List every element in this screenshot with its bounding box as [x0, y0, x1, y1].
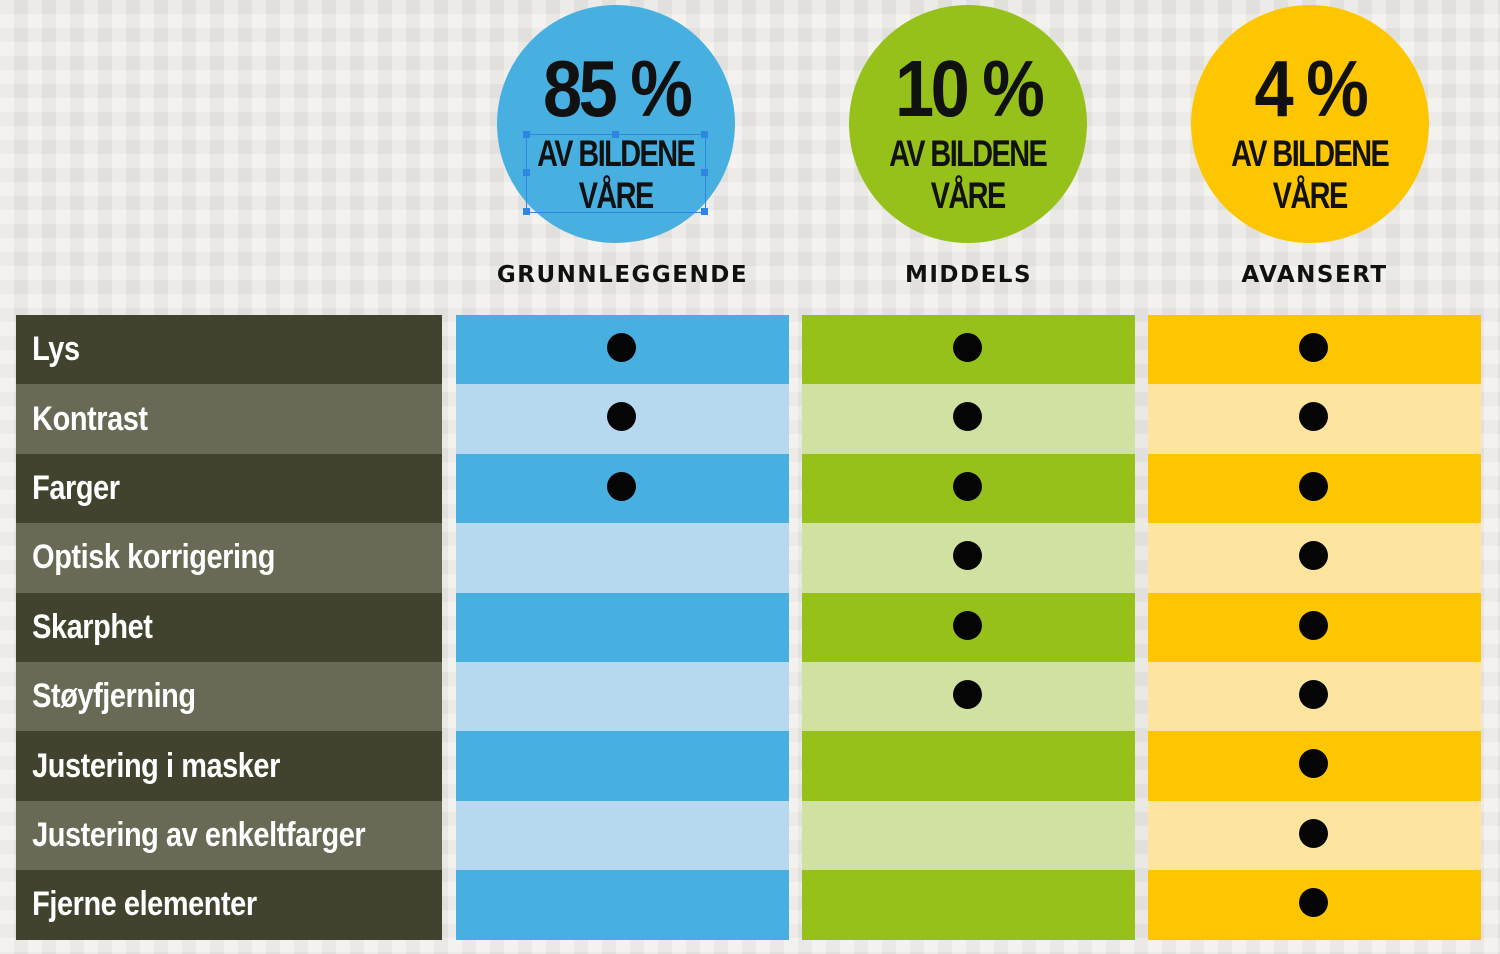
table-cell [802, 662, 1135, 732]
table-cell [1148, 523, 1481, 593]
table-cell [802, 453, 1135, 524]
circle-avansert: 4 % AV BILDENE VÅRE [1191, 5, 1429, 243]
table-cell [802, 800, 1135, 871]
circle-caption: AV BILDENE VÅRE [537, 133, 696, 216]
row-label: Farger [32, 468, 120, 507]
selection-handle[interactable] [701, 208, 708, 215]
row-label-cell: Justering av enkeltfarger [16, 800, 442, 871]
circle-caption: AV BILDENE VÅRE [889, 133, 1048, 216]
percent-label: 4 % [1254, 44, 1369, 133]
table-cell [456, 315, 789, 385]
table-cell [1148, 453, 1481, 524]
check-dot-icon [1299, 749, 1328, 779]
check-dot-icon [1299, 541, 1328, 571]
table-cell [802, 384, 1135, 454]
row-label: Skarphet [32, 607, 153, 646]
check-dot-icon [953, 471, 982, 501]
circle-middels: 10 % AV BILDENE VÅRE [849, 5, 1087, 243]
row-label-cell: Kontrast [16, 384, 442, 454]
check-dot-icon [953, 402, 982, 432]
table-row: Justering i masker [16, 731, 1482, 801]
column-title-avansert: AVANSERT [1241, 262, 1388, 288]
table-cell [1148, 662, 1481, 732]
table-cell [802, 592, 1135, 662]
table-cell [456, 523, 789, 593]
column-title-grunnleggende: GRUNNLEGGENDE [496, 262, 749, 288]
row-label-cell: Støyfjerning [16, 662, 442, 732]
row-label: Optisk korrigering [32, 538, 276, 577]
selection-handle[interactable] [701, 131, 708, 138]
row-label: Støyfjerning [32, 677, 196, 716]
table-cell [1148, 800, 1481, 871]
row-label-cell: Skarphet [16, 592, 442, 662]
table-cell [456, 870, 789, 940]
table-cell [1148, 731, 1481, 801]
row-label: Fjerne elementer [32, 885, 257, 924]
column-title-middels: MIDDELS [904, 262, 1033, 288]
percent-label: 85 % [542, 44, 693, 133]
table-row: Skarphet [16, 592, 1482, 662]
check-dot-icon [1299, 818, 1328, 848]
check-dot-icon [953, 610, 982, 640]
table-cell [456, 662, 789, 732]
row-label: Justering i masker [32, 746, 280, 785]
check-dot-icon [1299, 680, 1328, 709]
row-label-cell: Justering i masker [16, 731, 442, 801]
circle-caption: AV BILDENE VÅRE [1231, 133, 1390, 216]
table-cell [802, 523, 1135, 593]
check-dot-icon [953, 333, 982, 362]
check-dot-icon [953, 680, 982, 709]
row-label: Justering av enkeltfarger [32, 815, 366, 854]
selection-handle[interactable] [523, 169, 530, 176]
table-cell [456, 384, 789, 454]
check-dot-icon [1299, 610, 1328, 640]
table-row: Farger [16, 453, 1482, 524]
selection-box[interactable] [526, 134, 706, 213]
row-label-cell: Optisk korrigering [16, 523, 442, 593]
check-dot-icon [607, 471, 636, 501]
row-label-cell: Lys [16, 315, 442, 385]
table-row: Optisk korrigering [16, 523, 1482, 593]
table-row: Kontrast [16, 384, 1482, 454]
table-row: Lys [16, 315, 1482, 385]
check-dot-icon [1299, 471, 1328, 501]
table-cell [1148, 870, 1481, 940]
selection-handle[interactable] [523, 131, 530, 138]
table-cell [456, 731, 789, 801]
check-dot-icon [607, 402, 636, 432]
row-label-cell: Fjerne elementer [16, 870, 442, 940]
percent-label: 10 % [894, 44, 1045, 133]
table-cell [1148, 315, 1481, 385]
table-cell [456, 800, 789, 871]
circle-grunnleggende: 85 % AV BILDENE VÅRE [497, 5, 735, 243]
check-dot-icon [607, 333, 636, 362]
row-label-cell: Farger [16, 453, 442, 524]
check-dot-icon [1299, 888, 1328, 918]
table-cell [1148, 384, 1481, 454]
table-cell [802, 731, 1135, 801]
table-row: Fjerne elementer [16, 870, 1482, 940]
check-dot-icon [953, 541, 982, 571]
selection-handle[interactable] [612, 131, 619, 138]
table-cell [456, 592, 789, 662]
check-dot-icon [1299, 333, 1328, 362]
table-cell [456, 453, 789, 524]
check-dot-icon [1299, 402, 1328, 432]
table-cell [802, 870, 1135, 940]
selection-handle[interactable] [523, 208, 530, 215]
row-label: Kontrast [32, 399, 148, 438]
table-row: Støyfjerning [16, 662, 1482, 732]
table-row: Justering av enkeltfarger [16, 800, 1482, 871]
table-cell [1148, 592, 1481, 662]
row-label: Lys [32, 330, 80, 369]
table-cell [802, 315, 1135, 385]
selection-handle[interactable] [701, 169, 708, 176]
